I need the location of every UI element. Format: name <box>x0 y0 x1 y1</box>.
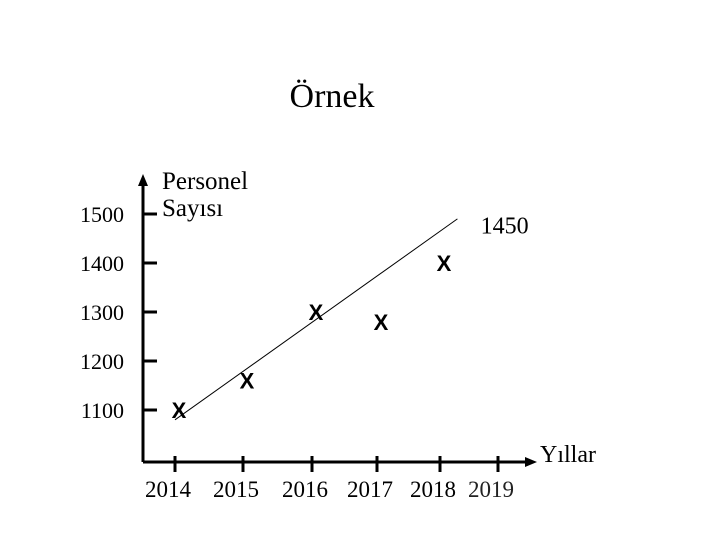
x-tick-label: 2019 <box>468 477 514 502</box>
data-point: X <box>309 300 324 325</box>
annotation-1450: 1450 <box>481 214 529 240</box>
x-tick-label: 2016 <box>282 477 328 502</box>
y-axis-label-line-1: Personel <box>162 168 248 195</box>
x-tick-label: 2015 <box>213 477 259 502</box>
y-tick-label: 1200 <box>80 349 124 374</box>
y-axis-label-line-2: Sayısı <box>162 195 223 222</box>
y-tick-label: 1300 <box>80 300 124 325</box>
x-axis-label: Yıllar <box>540 442 596 468</box>
y-tick-label: 1400 <box>80 251 124 276</box>
x-tick-label: 2017 <box>347 477 393 502</box>
x-axis-arrow-icon <box>525 457 537 467</box>
data-point: X <box>374 310 389 335</box>
y-tick-label: 1100 <box>81 398 124 423</box>
x-tick-label: 2014 <box>145 477 192 502</box>
data-point: X <box>240 369 255 394</box>
chart-title: Örnek <box>290 78 375 115</box>
data-point: X <box>437 251 452 276</box>
data-point: X <box>172 398 187 423</box>
trend-line <box>174 218 458 421</box>
y-axis-arrow-icon <box>138 174 148 186</box>
x-tick-label: 2018 <box>410 477 456 502</box>
y-tick-label: 1500 <box>80 202 124 227</box>
